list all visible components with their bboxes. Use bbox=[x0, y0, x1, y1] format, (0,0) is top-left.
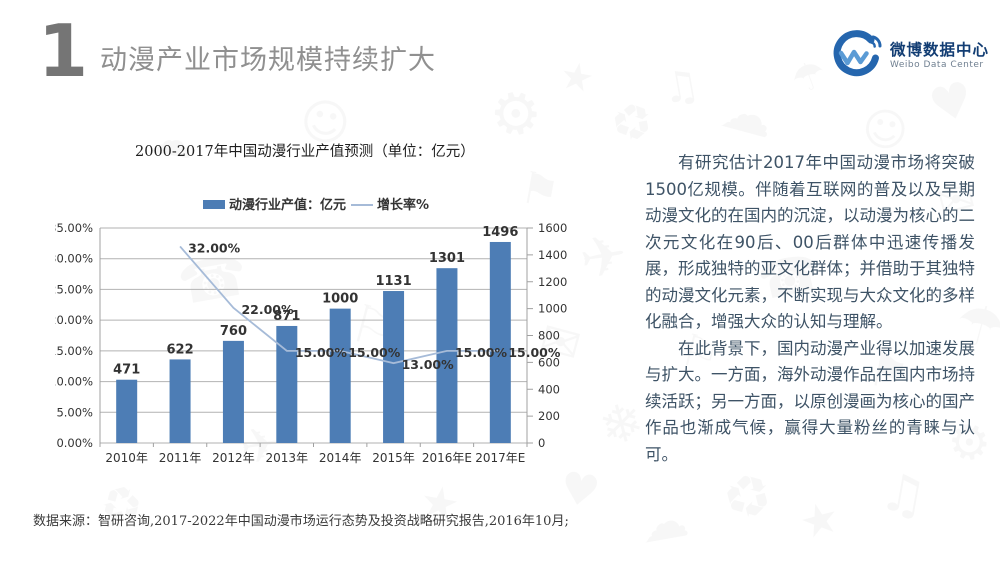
left-axis-labels: 0.00% 5.00% 10.00% 15.00% 20.00% 25.00% 30.00%… bbox=[49, 221, 93, 450]
slide-number: 1 bbox=[38, 9, 89, 93]
svg-text:32.00%: 32.00% bbox=[188, 240, 241, 255]
svg-text:15.00%: 15.00% bbox=[348, 345, 401, 360]
svg-text:10.00%: 10.00% bbox=[55, 375, 93, 389]
weibo-data-center-logo: 微博数据中心 Weibo Data Center bbox=[828, 28, 989, 84]
svg-text:1000: 1000 bbox=[538, 302, 567, 316]
right-axis-labels: 0 200 400 600 800 1000 1200 1400 1600 bbox=[538, 221, 567, 450]
body-paragraph-2: 在此背景下，国内动漫产业得以加速发展与扩大。一方面，海外动漫作品在国内市场持续活… bbox=[645, 338, 975, 464]
svg-text:1600: 1600 bbox=[538, 221, 567, 235]
svg-text:2016年E: 2016年E bbox=[422, 451, 472, 465]
svg-text:200: 200 bbox=[538, 409, 560, 423]
svg-text:15.00%: 15.00% bbox=[55, 344, 93, 358]
svg-text:1131: 1131 bbox=[375, 274, 411, 289]
svg-text:871: 871 bbox=[273, 309, 300, 324]
page-title: 动漫产业市场规模持续扩大 bbox=[100, 45, 436, 76]
axes bbox=[99, 227, 533, 447]
svg-text:25.00%: 25.00% bbox=[55, 282, 93, 296]
svg-text:2011年: 2011年 bbox=[159, 451, 202, 465]
svg-text:15.00%: 15.00% bbox=[295, 345, 348, 360]
svg-text:30.00%: 30.00% bbox=[55, 252, 93, 266]
svg-text:1000: 1000 bbox=[322, 292, 358, 307]
svg-text:600: 600 bbox=[538, 355, 560, 369]
svg-text:400: 400 bbox=[538, 382, 560, 396]
svg-text:1301: 1301 bbox=[429, 251, 465, 266]
chart-canvas: 0.00% 5.00% 10.00% 15.00% 20.00% 25.00% 30.00%… bbox=[49, 197, 567, 465]
data-source-note: 数据来源：智研咨询,2017-2022年中国动漫市场运行态势及投资战略研究报告,… bbox=[33, 514, 569, 529]
svg-text:1400: 1400 bbox=[538, 248, 567, 262]
growth-line-series: 32.00%22.00%15.00% 15.00%13.00%15.00% 15.0… bbox=[179, 240, 561, 372]
combo-chart: 0.00% 5.00% 10.00% 15.00% 20.00% 25.00% 30.00%… bbox=[49, 190, 575, 480]
logo-name-en: Weibo Data Center bbox=[890, 59, 984, 70]
svg-text:1200: 1200 bbox=[538, 275, 567, 289]
svg-text:2010年: 2010年 bbox=[105, 451, 148, 465]
svg-text:22.00%: 22.00% bbox=[241, 302, 294, 317]
svg-text:2014年: 2014年 bbox=[319, 451, 362, 465]
weibo-logo-icon bbox=[828, 28, 884, 84]
svg-text:增长率%: 增长率% bbox=[377, 197, 429, 213]
svg-text:13.00%: 13.00% bbox=[402, 357, 455, 372]
x-axis-labels: 2010年 2011年 2012年 2013年 2014年 2015年 2016年E 2017… bbox=[105, 451, 525, 465]
svg-text:2015年: 2015年 bbox=[372, 451, 415, 465]
svg-text:1496: 1496 bbox=[482, 225, 518, 240]
svg-text:2013年: 2013年 bbox=[266, 451, 309, 465]
chart-title: 2000-2017年中国动漫行业产值预测（单位：亿元） bbox=[135, 144, 475, 160]
body-paragraph-1: 有研究估计2017年中国动漫市场将突破1500亿规模。伴随着互联网的普及以及早期… bbox=[645, 153, 975, 331]
svg-text:15.00%: 15.00% bbox=[455, 345, 508, 360]
svg-text:15.00%: 15.00% bbox=[508, 345, 561, 360]
svg-text:622: 622 bbox=[166, 342, 193, 357]
svg-text:35.00%: 35.00% bbox=[55, 221, 93, 235]
svg-text:471: 471 bbox=[113, 363, 140, 378]
svg-text:0.00%: 0.00% bbox=[56, 436, 93, 450]
svg-text:0: 0 bbox=[538, 436, 545, 450]
logo-name-cn: 微博数据中心 bbox=[890, 40, 990, 59]
svg-text:5.00%: 5.00% bbox=[56, 405, 93, 419]
svg-text:2012年: 2012年 bbox=[212, 451, 255, 465]
svg-text:20.00%: 20.00% bbox=[55, 313, 93, 327]
svg-text:2017年E: 2017年E bbox=[475, 451, 525, 465]
chart-legend: 动漫行业产值：亿元 增长率% bbox=[203, 197, 429, 213]
svg-text:800: 800 bbox=[538, 329, 560, 343]
bar-series: 471 622 760 871 1000 1131 1301 1496 bbox=[113, 225, 518, 443]
body-text-block: 有研究估计2017年中国动漫市场将突破1500亿规模。伴随着互联网的普及以及早期… bbox=[645, 150, 975, 468]
svg-text:动漫行业产值：亿元: 动漫行业产值：亿元 bbox=[229, 197, 346, 213]
svg-text:760: 760 bbox=[220, 324, 247, 339]
